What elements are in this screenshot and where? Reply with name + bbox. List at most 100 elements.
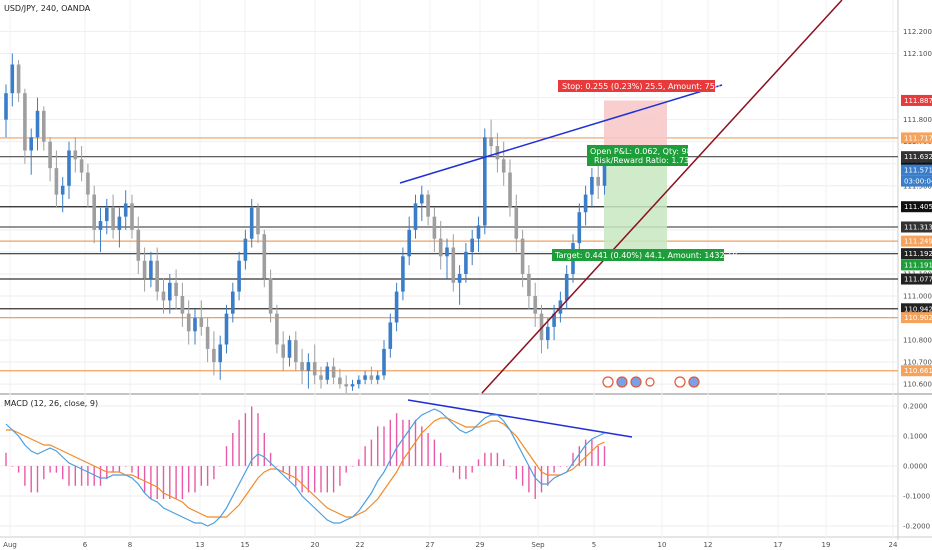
symbol-title[interactable]: USD/JPY, 240, OANDA (4, 4, 91, 13)
horizontal-levels[interactable] (0, 137, 898, 372)
histogram-bar (200, 466, 202, 486)
candle-body (155, 260, 159, 292)
histogram-bar (603, 446, 606, 466)
histogram-bar (477, 459, 480, 466)
candle-body (111, 207, 115, 230)
us-flag-icon[interactable] (688, 376, 700, 388)
candle-body (281, 344, 285, 358)
candle-body (350, 384, 355, 387)
histogram-bar (509, 466, 511, 467)
candle-body (237, 260, 241, 292)
us-flag-icon[interactable] (616, 376, 628, 388)
candle-body (231, 291, 235, 314)
histogram-bar (24, 466, 26, 486)
candle-body (212, 348, 216, 363)
time-axis[interactable]: Aug 6 8 13 15 20 22 27 29 Sep 5 10 12 17 19 24 (3, 541, 898, 549)
histogram-bar (566, 466, 568, 467)
histogram-bar (295, 466, 297, 486)
stop-label[interactable]: Stop: 0.255 (0.23%) 25.5, Amount: 750.1 (558, 80, 728, 92)
svg-text:Target: 0.441 (0.40%) 44.1, Am: Target: 0.441 (0.40%) 44.1, Amount: 1432… (554, 251, 737, 260)
candle-body (249, 207, 254, 239)
histogram-bar (377, 426, 379, 466)
histogram-bar (515, 466, 517, 480)
resistance-trendline[interactable] (399, 84, 723, 184)
support-trendline[interactable] (481, 0, 843, 394)
target-label[interactable]: Target: 0.441 (0.40%) 44.1, Amount: 1432… (552, 249, 737, 261)
histogram-bar (540, 466, 543, 493)
candle-body (161, 291, 166, 301)
histogram-bar (225, 446, 228, 466)
price-badge-text: 111.191 (904, 261, 932, 269)
target-zone[interactable] (604, 156, 667, 254)
candle-body (16, 64, 21, 94)
time-tick-label: 10 (658, 541, 667, 549)
candle-body (168, 282, 172, 301)
histogram-bar (74, 466, 76, 486)
macd-axis[interactable]: 0.2000 0.1000 0.0000 -0.1000 -0.2000 (903, 403, 930, 531)
histogram-bar (55, 466, 58, 473)
macd-histogram (5, 406, 606, 499)
price-badge-text: 111.571 (904, 167, 932, 175)
candle-body (331, 366, 336, 378)
time-tick-label: 29 (476, 541, 485, 549)
svg-text:Risk/Reward Ratio: 1.73: Risk/Reward Ratio: 1.73 (594, 156, 689, 165)
histogram-bar (282, 466, 284, 473)
candle-body (420, 194, 424, 204)
candle-body (319, 375, 323, 380)
histogram-bar (496, 452, 499, 466)
candle-body (48, 141, 52, 169)
histogram-bar (232, 433, 234, 466)
candle-body (300, 362, 304, 371)
candle-body (79, 159, 84, 173)
histogram-bar (30, 466, 32, 493)
candle-body (583, 194, 588, 213)
candle-body (224, 313, 229, 345)
candle-body (312, 362, 317, 376)
pnl-label[interactable]: Open P&L: 0.062, Qty: 980 Risk/Reward Ra… (587, 145, 697, 166)
histogram-bar (49, 466, 51, 473)
histogram-bar (162, 466, 165, 499)
macd-divergence-line[interactable] (407, 399, 633, 438)
time-tick-label: 6 (83, 541, 88, 549)
histogram-bar (503, 459, 505, 466)
price-level-text: 111.192 (904, 250, 932, 258)
price-level-badge (901, 312, 932, 324)
us-flag-icon[interactable] (630, 376, 642, 388)
histogram-bar (421, 426, 423, 466)
candle-body (130, 203, 134, 230)
histogram-bar (314, 466, 316, 493)
candle-body (552, 313, 556, 327)
time-tick-label: 13 (196, 541, 205, 549)
event-marker-icon[interactable] (645, 377, 655, 387)
macd-tick-label: -0.2000 (903, 523, 930, 531)
macd-title[interactable]: MACD (12, 26, close, 9) (4, 399, 98, 408)
candle-body (602, 159, 607, 186)
candle-body (590, 176, 594, 195)
histogram-bar (288, 466, 291, 480)
candle-body (193, 318, 197, 332)
histogram-bar (597, 446, 599, 466)
histogram-bar (206, 466, 209, 486)
candles (4, 53, 607, 393)
price-level-text: 111.077 (904, 276, 932, 284)
candle-body (388, 322, 393, 349)
event-marker-icon[interactable] (602, 376, 614, 388)
time-tick-label: 22 (356, 541, 365, 549)
price-level-badge (901, 132, 932, 144)
histogram-bar (244, 413, 247, 466)
price-level-badge (901, 201, 932, 213)
candle-body (375, 375, 380, 380)
svg-text:Stop: 0.255 (0.23%) 25.5, Amou: Stop: 0.255 (0.23%) 25.5, Amount: 750.1 (562, 82, 728, 91)
event-marker-icon[interactable] (674, 376, 686, 388)
event-markers[interactable] (602, 376, 700, 388)
price-level-badge (901, 303, 932, 315)
candle-body (256, 207, 260, 235)
histogram-bar (370, 439, 373, 466)
histogram-bar (364, 446, 366, 466)
histogram-bar (332, 466, 335, 493)
candle-body (508, 172, 512, 208)
candle-body (42, 110, 46, 142)
price-pane[interactable] (0, 0, 898, 393)
histogram-bar (150, 466, 152, 499)
